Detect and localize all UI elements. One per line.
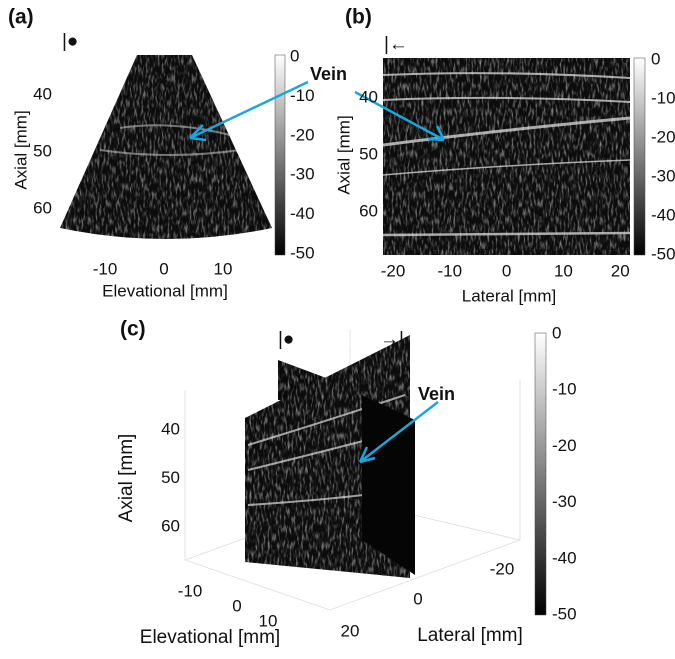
x-axis-label: Lateral [mm]: [417, 625, 523, 646]
panel-c-image: [245, 335, 415, 578]
panel-label: (b): [345, 6, 372, 29]
colorbar-tick-label: 0: [651, 49, 660, 68]
colorbar-tick-label: 0: [290, 46, 299, 65]
x-axis-label: Lateral [mm]: [462, 286, 556, 305]
colorbar: [534, 332, 547, 616]
panel-a-image: [60, 55, 272, 239]
colorbar-tick-label: -30: [651, 166, 675, 185]
colorbar-tick-label: 0: [552, 323, 561, 342]
x-tick-label: -20: [381, 261, 406, 280]
y-tick-label: 60: [359, 201, 378, 220]
y-tick-label: 40: [161, 419, 180, 438]
y-tick-label: 40: [33, 84, 52, 103]
x-tick-label: -10: [438, 261, 463, 280]
y-tick-label: 60: [161, 516, 180, 535]
x-axis-label: Elevational [mm]: [140, 627, 280, 648]
colorbar-tick-label: -50: [290, 243, 315, 262]
x-tick-label: 10: [259, 611, 278, 630]
y-axis-label: Axial [mm]: [334, 115, 353, 194]
x-tick-label: 0: [502, 261, 511, 280]
x-tick-label: 0: [232, 596, 241, 615]
y-tick-label: 50: [33, 141, 52, 160]
panel-label: (a): [8, 6, 34, 29]
colorbar-tick-label: -10: [290, 86, 315, 105]
colorbar-tick-label: -40: [651, 205, 675, 224]
probe-marker: |●: [62, 31, 78, 52]
y-tick-label: 40: [359, 87, 378, 106]
annotation: Vein: [418, 384, 455, 404]
colorbar: [633, 57, 646, 256]
colorbar-tick-label: -30: [290, 165, 315, 184]
colorbar-tick-label: -20: [651, 127, 675, 146]
colorbar-tick-label: -40: [290, 204, 315, 223]
colorbar-tick-label: -30: [552, 492, 577, 511]
colorbar-tick-label: -20: [290, 125, 315, 144]
panel-b-image: [383, 58, 630, 255]
x-tick-label: 10: [554, 261, 573, 280]
colorbar-tick-label: -20: [552, 436, 577, 455]
arrow: [189, 80, 446, 142]
probe-marker: →|: [380, 329, 404, 350]
panel-label: (c): [120, 318, 146, 341]
colorbar-tick-label: -10: [651, 88, 675, 107]
y-tick-label: 50: [359, 144, 378, 163]
x-tick-label: 20: [611, 261, 630, 280]
colorbar-tick-label: -40: [552, 548, 577, 567]
x-tick-label: -20: [490, 559, 515, 578]
y-axis-label: Axial [mm]: [11, 110, 30, 189]
x-axis-label: Elevational [mm]: [102, 281, 228, 300]
x-tick-label: 20: [341, 621, 360, 640]
probe-marker: |←: [384, 34, 408, 55]
x-tick-label: 10: [214, 259, 233, 278]
y-axis-label: Axial [mm]: [116, 434, 137, 523]
x-tick-label: 0: [159, 259, 168, 278]
colorbar-tick-label: -50: [651, 244, 675, 263]
annotation: Vein: [310, 64, 347, 84]
colorbar-tick-label: -50: [552, 604, 577, 623]
y-tick-label: 60: [33, 198, 52, 217]
colorbar: [274, 54, 286, 256]
colorbar-tick-label: -10: [552, 380, 577, 399]
y-tick-label: 50: [161, 468, 180, 487]
x-tick-label: 0: [413, 589, 422, 608]
x-tick-label: -10: [178, 581, 203, 600]
x-tick-label: -10: [93, 259, 118, 278]
arrow: [358, 401, 439, 464]
probe-marker: |●: [278, 329, 294, 350]
